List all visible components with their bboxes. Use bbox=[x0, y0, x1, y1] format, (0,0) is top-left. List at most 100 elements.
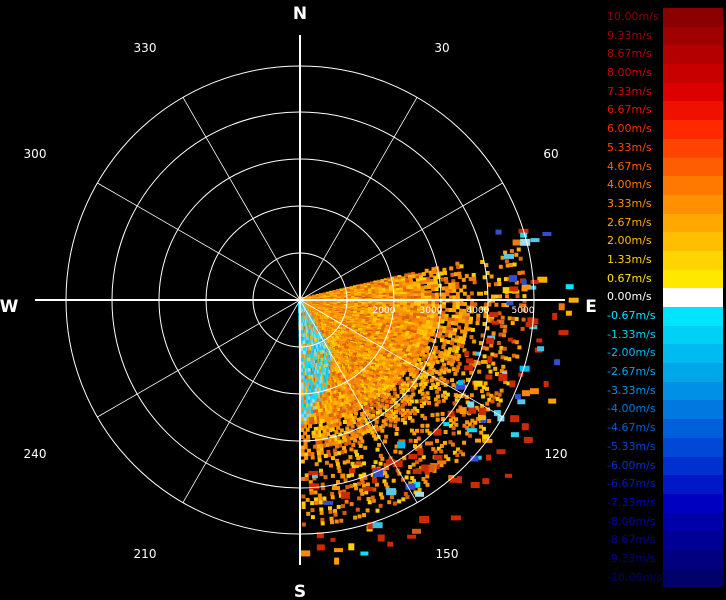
legend-label: 2.00m/s bbox=[607, 234, 652, 248]
range-label-3000: 3000 bbox=[420, 306, 443, 316]
bearing-label-210: 210 bbox=[134, 547, 157, 561]
south-label: S bbox=[294, 582, 306, 600]
legend-swatch bbox=[663, 512, 723, 532]
legend-label: -7.33m/s bbox=[607, 495, 656, 509]
legend-swatch bbox=[663, 568, 723, 588]
legend-swatch bbox=[663, 232, 723, 251]
legend-row: -4.67m/s bbox=[607, 419, 723, 438]
legend-row: -7.33m/s bbox=[607, 493, 723, 513]
legend-row: 6.00m/s bbox=[607, 120, 723, 139]
bearing-label-300: 300 bbox=[24, 147, 47, 161]
legend-swatch bbox=[663, 213, 723, 233]
legend-swatch bbox=[663, 325, 723, 345]
bearing-label-330: 330 bbox=[134, 41, 157, 55]
north-label: N bbox=[293, 4, 307, 24]
legend-label: -2.67m/s bbox=[607, 365, 656, 379]
legend-label: 6.67m/s bbox=[607, 103, 652, 117]
polar-grid bbox=[35, 35, 565, 565]
legend-swatch bbox=[663, 381, 723, 401]
legend-swatch bbox=[663, 400, 723, 420]
legend-row: 9.33m/s bbox=[607, 26, 723, 46]
bearing-spoke bbox=[182, 97, 301, 301]
legend-swatch bbox=[663, 549, 723, 569]
legend-row: -5.33m/s bbox=[607, 437, 723, 457]
legend-label: -4.67m/s bbox=[607, 421, 656, 435]
legend-label: 4.67m/s bbox=[607, 159, 652, 173]
range-label-4000: 4000 bbox=[467, 306, 490, 316]
legend-row: -2.67m/s bbox=[607, 363, 723, 382]
bearing-spoke bbox=[299, 182, 503, 301]
bearing-spoke bbox=[97, 182, 301, 301]
velocity-legend: 10.00m/s 9.33m/s 8.67m/s 8.00m/s 7.33m/s 6.67… bbox=[607, 8, 723, 588]
legend-swatch bbox=[663, 8, 723, 27]
legend-swatch bbox=[663, 64, 723, 83]
legend-swatch bbox=[663, 288, 723, 307]
legend-row: 10.00m/s bbox=[607, 8, 723, 27]
legend-label: -10.00m/s bbox=[607, 570, 663, 584]
bearing-spoke bbox=[97, 299, 301, 418]
legend-swatch bbox=[663, 437, 723, 457]
bearing-spoke bbox=[299, 97, 418, 301]
bearing-label-240: 240 bbox=[24, 447, 47, 461]
legend-label: -4.00m/s bbox=[607, 402, 656, 416]
legend-row: 2.67m/s bbox=[607, 213, 723, 233]
legend-label: 7.33m/s bbox=[607, 84, 652, 98]
legend-label: -6.00m/s bbox=[607, 458, 656, 472]
legend-row: 0.67m/s bbox=[607, 269, 723, 289]
legend-swatch bbox=[663, 120, 723, 139]
legend-label: 8.00m/s bbox=[607, 66, 652, 80]
legend-swatch bbox=[663, 194, 723, 214]
legend-label: 0.67m/s bbox=[607, 271, 652, 285]
range-label-5000: 5000 bbox=[512, 306, 535, 316]
legend-row: -2.00m/s bbox=[607, 344, 723, 364]
bearing-label-150: 150 bbox=[436, 547, 459, 561]
legend-row: -9.33m/s bbox=[607, 549, 723, 569]
legend-swatch bbox=[663, 269, 723, 289]
legend-row: 2.00m/s bbox=[607, 232, 723, 251]
legend-swatch bbox=[663, 344, 723, 364]
legend-label: -5.33m/s bbox=[607, 439, 656, 453]
legend-row: -8.67m/s bbox=[607, 531, 723, 550]
legend-swatch bbox=[663, 493, 723, 513]
legend-row: -6.00m/s bbox=[607, 456, 723, 476]
legend-row: -4.00m/s bbox=[607, 400, 723, 420]
bearing-label-60: 60 bbox=[543, 147, 558, 161]
legend-row: 6.67m/s bbox=[607, 101, 723, 121]
legend-label: 4.00m/s bbox=[607, 178, 652, 192]
legend-row: 8.00m/s bbox=[607, 64, 723, 83]
legend-swatch bbox=[663, 475, 723, 494]
legend-swatch bbox=[663, 82, 723, 102]
legend-row: -3.33m/s bbox=[607, 381, 723, 401]
legend-label: -9.33m/s bbox=[607, 551, 656, 565]
legend-row: -6.67m/s bbox=[607, 475, 723, 494]
polar-labels: N S E W 30 60 120 150 210 240 300 330 20… bbox=[0, 4, 597, 600]
legend-swatch bbox=[663, 26, 723, 46]
legend-row: 3.33m/s bbox=[607, 194, 723, 214]
legend-swatch bbox=[663, 419, 723, 438]
bearing-spoke bbox=[299, 299, 418, 503]
legend-label: 2.67m/s bbox=[607, 215, 652, 229]
legend-label: -1.33m/s bbox=[607, 327, 656, 341]
legend-label: 1.33m/s bbox=[607, 252, 652, 266]
legend-row: 5.33m/s bbox=[607, 138, 723, 158]
legend-label: -6.67m/s bbox=[607, 477, 656, 491]
legend-label: 8.67m/s bbox=[607, 47, 652, 61]
bearing-spoke bbox=[182, 299, 301, 503]
radar-ppi-plot: N S E W 30 60 120 150 210 240 300 330 20… bbox=[0, 4, 597, 600]
legend-swatch bbox=[663, 157, 723, 177]
legend-label: 9.33m/s bbox=[607, 28, 652, 42]
legend-label: -2.00m/s bbox=[607, 346, 656, 360]
bearing-label-120: 120 bbox=[545, 447, 568, 461]
legend-swatch bbox=[663, 363, 723, 382]
legend-row: 8.67m/s bbox=[607, 45, 723, 65]
legend-row: 0.00m/s bbox=[607, 288, 723, 307]
legend-row: 7.33m/s bbox=[607, 82, 723, 102]
legend-label: -8.67m/s bbox=[607, 533, 656, 547]
legend-label: -8.00m/s bbox=[607, 514, 656, 528]
legend-label: -3.33m/s bbox=[607, 383, 656, 397]
legend-label: 3.33m/s bbox=[607, 196, 652, 210]
legend-swatch bbox=[663, 531, 723, 550]
east-label: E bbox=[585, 297, 597, 317]
legend-swatch bbox=[663, 138, 723, 158]
legend-label: -0.67m/s bbox=[607, 309, 656, 322]
